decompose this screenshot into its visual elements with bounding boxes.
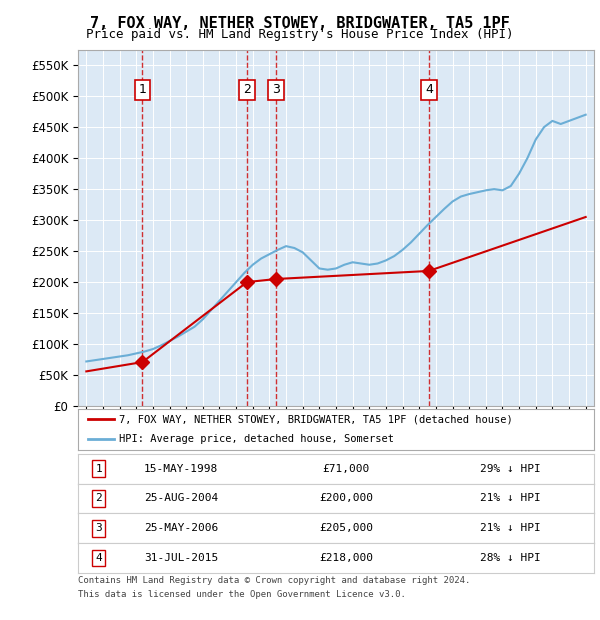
Text: 25-AUG-2004: 25-AUG-2004 [144, 494, 218, 503]
Text: 28% ↓ HPI: 28% ↓ HPI [481, 553, 541, 563]
Text: 2: 2 [243, 84, 251, 96]
Text: HPI: Average price, detached house, Somerset: HPI: Average price, detached house, Some… [119, 435, 394, 445]
Text: 7, FOX WAY, NETHER STOWEY, BRIDGWATER, TA5 1PF: 7, FOX WAY, NETHER STOWEY, BRIDGWATER, T… [90, 16, 510, 30]
Text: 21% ↓ HPI: 21% ↓ HPI [481, 494, 541, 503]
Text: 29% ↓ HPI: 29% ↓ HPI [481, 464, 541, 474]
Text: 21% ↓ HPI: 21% ↓ HPI [481, 523, 541, 533]
Text: 2: 2 [95, 494, 102, 503]
Text: 1: 1 [95, 464, 102, 474]
Text: £205,000: £205,000 [319, 523, 373, 533]
Text: 3: 3 [95, 523, 102, 533]
Text: 4: 4 [95, 553, 102, 563]
Text: £200,000: £200,000 [319, 494, 373, 503]
Text: 3: 3 [272, 84, 280, 96]
Text: Contains HM Land Registry data © Crown copyright and database right 2024.: Contains HM Land Registry data © Crown c… [78, 576, 470, 585]
Text: £218,000: £218,000 [319, 553, 373, 563]
Text: 15-MAY-1998: 15-MAY-1998 [144, 464, 218, 474]
Text: This data is licensed under the Open Government Licence v3.0.: This data is licensed under the Open Gov… [78, 590, 406, 599]
Text: 1: 1 [139, 84, 146, 96]
Text: Price paid vs. HM Land Registry's House Price Index (HPI): Price paid vs. HM Land Registry's House … [86, 28, 514, 41]
Text: 7, FOX WAY, NETHER STOWEY, BRIDGWATER, TA5 1PF (detached house): 7, FOX WAY, NETHER STOWEY, BRIDGWATER, T… [119, 414, 513, 424]
Text: £71,000: £71,000 [323, 464, 370, 474]
Text: 31-JUL-2015: 31-JUL-2015 [144, 553, 218, 563]
Text: 25-MAY-2006: 25-MAY-2006 [144, 523, 218, 533]
Text: 4: 4 [425, 84, 433, 96]
